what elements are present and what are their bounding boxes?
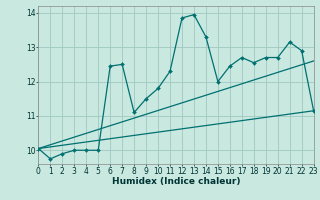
- X-axis label: Humidex (Indice chaleur): Humidex (Indice chaleur): [112, 177, 240, 186]
